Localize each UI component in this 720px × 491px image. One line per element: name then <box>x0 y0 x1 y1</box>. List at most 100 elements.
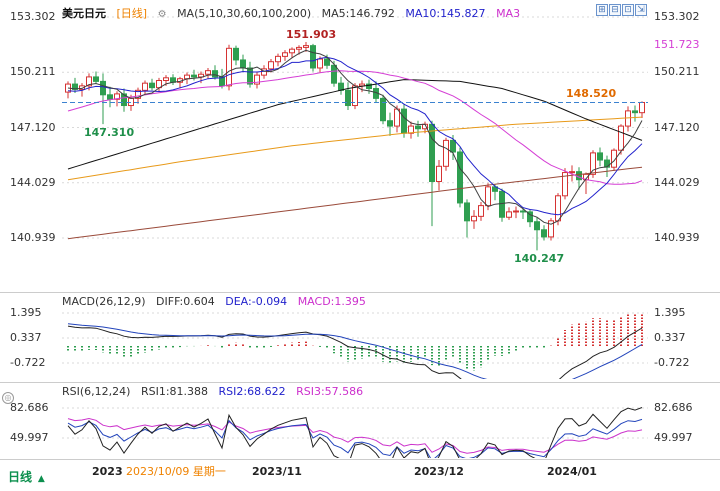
rsi-axis-label-left: 49.997 <box>10 431 49 444</box>
candle-body <box>205 70 211 75</box>
candle-body <box>107 94 113 100</box>
candle-body <box>548 220 554 238</box>
period-label: [日线] <box>116 7 148 20</box>
rsi2-line <box>67 418 643 458</box>
y-axis-label-right: 153.302 <box>654 10 700 23</box>
candle-body <box>443 139 449 167</box>
gridlines-layer <box>62 16 648 439</box>
candle-body <box>233 47 239 61</box>
rsi1-value: RSI1:81.388 <box>140 385 209 398</box>
candle-body <box>513 210 519 213</box>
y-axis-label-right: 147.120 <box>654 120 700 134</box>
candle-body <box>597 152 603 161</box>
rsi-axis-label-right: 82.686 <box>654 401 693 414</box>
grid-layout-icon[interactable]: ⊞ <box>596 4 608 16</box>
macd-value: MACD:1.395 <box>297 295 366 308</box>
candle-body <box>331 64 337 84</box>
candle-body <box>198 73 204 78</box>
candle-body <box>212 70 218 78</box>
candle-body <box>485 186 491 207</box>
chart-header: 美元日元 [日线] ⚙ MA(5,10,30,60,100,200) MA5:1… <box>62 5 527 21</box>
candle-body <box>163 77 169 81</box>
timeframe-label: 日线 <box>8 470 33 484</box>
candle-body <box>415 125 421 130</box>
y-axis-label-right: 150.211 <box>654 65 700 79</box>
macd-axis-label-left: 1.395 <box>10 306 42 319</box>
candle-body <box>317 58 323 69</box>
candle-body <box>499 190 505 218</box>
candle-body <box>268 61 274 70</box>
macd-axis-label-left: 0.337 <box>10 330 42 344</box>
candle-body <box>142 82 148 91</box>
candle-body <box>394 108 400 127</box>
fullscreen-icon[interactable]: ⇲ <box>635 4 647 16</box>
rsi-title: RSI(6,12,24) <box>62 385 131 398</box>
macd-diff-value: DIFF:0.604 <box>156 295 215 308</box>
ma5-line <box>67 49 643 225</box>
y-axis-label-right: 140.939 <box>654 231 700 244</box>
ma200-line <box>67 166 643 240</box>
candle-body <box>240 59 246 69</box>
candle-body <box>408 125 414 134</box>
ma100-line <box>67 116 643 181</box>
rsi-header: RSI(6,12,24) RSI1:81.388 RSI2:68.622 RSI… <box>62 385 370 398</box>
candle-body <box>254 74 260 85</box>
candle-body <box>345 89 351 107</box>
candle-body <box>149 82 155 89</box>
rsi3-line <box>67 417 643 454</box>
candle-body <box>86 76 92 87</box>
ma30-value: MA3 <box>496 7 521 20</box>
rsi-axis-label-right: 49.997 <box>654 431 693 444</box>
candle-body <box>275 55 281 63</box>
candle-body <box>387 120 393 127</box>
macd-header: MACD(26,12,9) DIFF:0.604 DEA:-0.094 MACD… <box>62 295 373 308</box>
y-axis-label-right: 144.029 <box>654 175 700 189</box>
candle-body <box>79 85 85 90</box>
candle-body <box>191 74 197 78</box>
candle-body <box>296 46 302 50</box>
macd-dea-value: DEA:-0.094 <box>225 295 288 308</box>
ma30-line <box>67 70 643 185</box>
candle-body <box>457 151 463 204</box>
candle-body <box>562 172 568 197</box>
candle-body <box>401 108 407 134</box>
candle-body <box>310 45 316 69</box>
candle-body <box>93 76 99 82</box>
rsi2-value: RSI2:68.622 <box>218 385 286 398</box>
candle-body <box>555 195 561 222</box>
macd-title: MACD(26,12,9) <box>62 295 146 308</box>
candle-body <box>114 93 120 100</box>
x-axis-label: 2023/10/09 星期一 <box>126 465 226 478</box>
x-axis-label: 2023/11 <box>252 465 302 478</box>
indicator-menu-icon[interactable]: ◎ <box>2 392 14 404</box>
candle-body <box>534 221 540 231</box>
candle-body <box>247 67 253 85</box>
timeframe-arrow-icon: ▲ <box>37 474 45 484</box>
high-price-annotation: 151.903 <box>286 28 337 41</box>
candle-body <box>541 229 547 238</box>
split-vertical-icon[interactable]: ⊡ <box>622 4 634 16</box>
rsi3-value: RSI3:57.586 <box>296 385 364 398</box>
x-axis-label: 2023/12 <box>414 465 464 478</box>
candles-layer <box>65 42 645 251</box>
candle-body <box>471 215 477 222</box>
candle-body <box>450 139 456 153</box>
timeframe-selector[interactable]: 日线 ▲ <box>8 468 45 485</box>
low-price-annotation: 140.247 <box>514 252 565 265</box>
candle-body <box>324 58 330 66</box>
macd-axis-label-left: -0.722 <box>10 356 46 369</box>
candle-body <box>303 45 309 48</box>
y-axis-label-left: 150.211 <box>10 65 56 79</box>
ma-settings-icon[interactable]: ⚙ <box>157 9 167 20</box>
candle-body <box>226 47 232 87</box>
rsi1-line <box>67 407 643 458</box>
macd-layer <box>67 313 643 371</box>
swing-low-annotation: 147.310 <box>84 126 135 139</box>
y-axis-label-left: 140.939 <box>10 231 56 244</box>
candle-body <box>184 74 190 80</box>
macd-dea-line <box>67 323 643 379</box>
candle-body <box>632 110 638 114</box>
split-horizontal-icon[interactable]: ⊟ <box>609 4 621 16</box>
